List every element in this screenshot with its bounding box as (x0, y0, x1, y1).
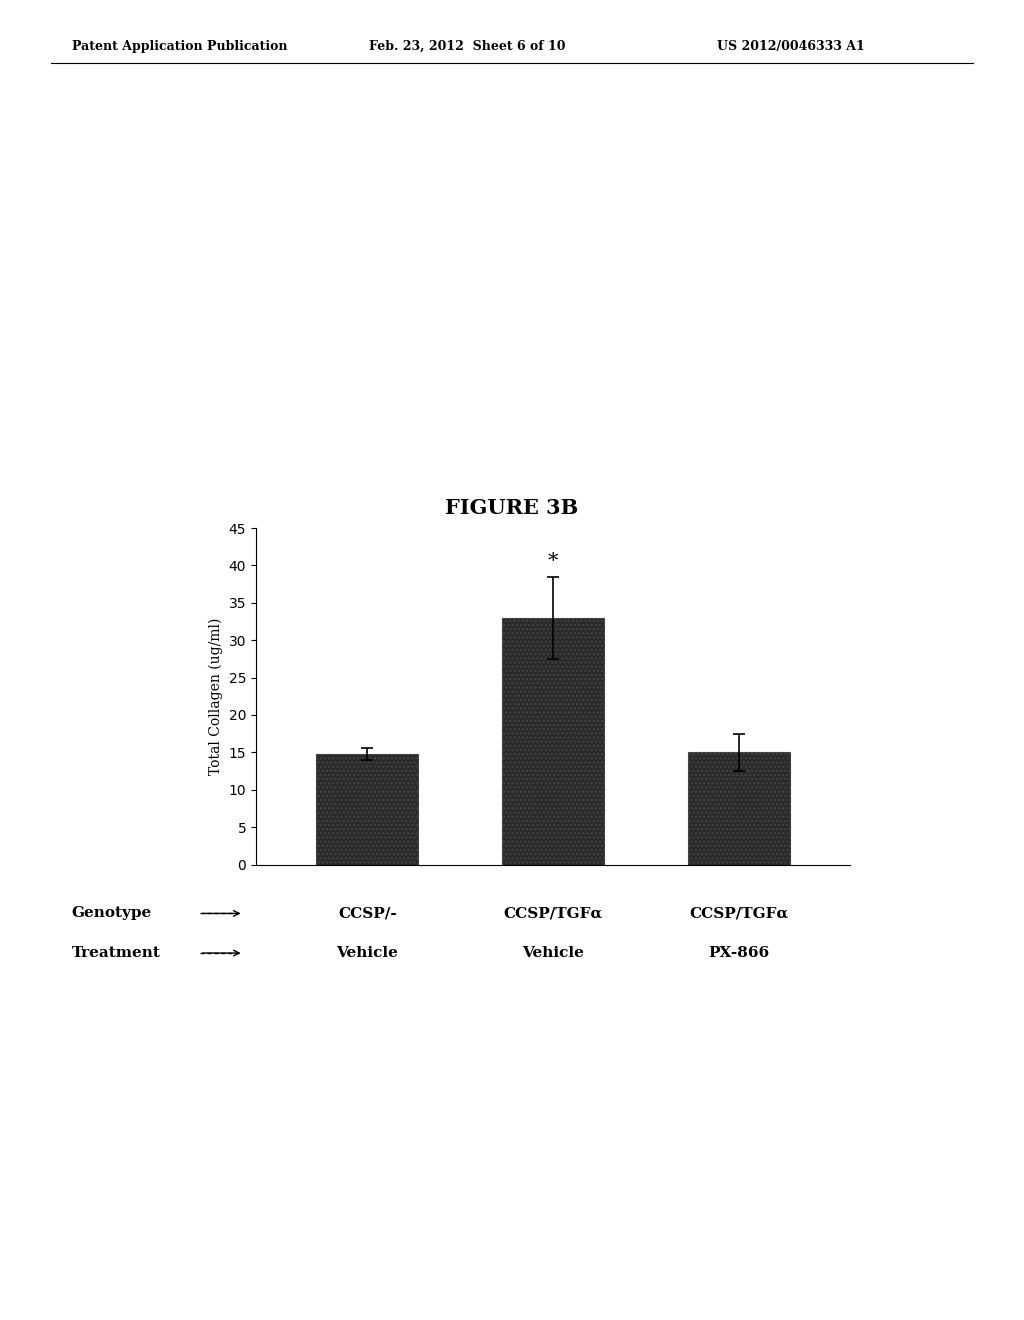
Text: FIGURE 3B: FIGURE 3B (445, 498, 579, 519)
Text: *: * (548, 552, 558, 570)
Text: CCSP/TGFα: CCSP/TGFα (504, 907, 602, 920)
Y-axis label: Total Collagen (ug/ml): Total Collagen (ug/ml) (209, 618, 223, 775)
Text: Feb. 23, 2012  Sheet 6 of 10: Feb. 23, 2012 Sheet 6 of 10 (369, 40, 565, 53)
Bar (502, 618, 604, 865)
Text: CCSP/TGFα: CCSP/TGFα (689, 907, 788, 920)
Bar (316, 754, 419, 865)
Text: Vehicle: Vehicle (522, 946, 584, 960)
Text: Vehicle: Vehicle (337, 946, 398, 960)
Text: Patent Application Publication: Patent Application Publication (72, 40, 287, 53)
Text: CCSP/-: CCSP/- (338, 907, 396, 920)
Text: US 2012/0046333 A1: US 2012/0046333 A1 (717, 40, 864, 53)
Bar (687, 752, 790, 865)
Text: PX-866: PX-866 (708, 946, 769, 960)
Text: Treatment: Treatment (72, 946, 161, 960)
Text: Genotype: Genotype (72, 907, 152, 920)
